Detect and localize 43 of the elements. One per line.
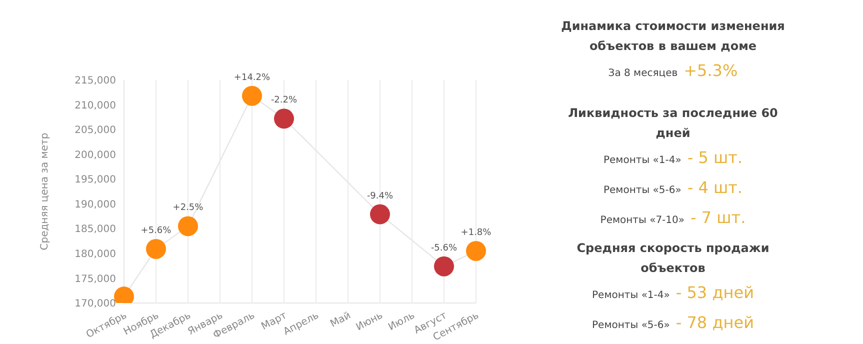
text: Динамика стоимости изменения объектов в вашем доме: [560, 18, 786, 55]
text: +5.3%: [684, 61, 738, 80]
text: Средняя скорость продажи объектов: [576, 240, 770, 277]
y-tick-label: 170,000: [74, 298, 116, 310]
y-tick-label: 200,000: [74, 150, 116, 161]
annotation: +5.6%: [140, 226, 172, 236]
text: - 4 шт.: [687, 178, 743, 197]
point: [370, 204, 390, 224]
text: - 7 шт.: [690, 208, 746, 227]
y-tick-label: 180,000: [74, 248, 116, 260]
y-axis-title: Средняя цена за метр: [40, 132, 51, 250]
y-tick-label: 210,000: [74, 100, 116, 112]
point: [466, 240, 486, 261]
y-tick-label: 215,000: [74, 76, 116, 87]
point: [146, 238, 166, 259]
point: [242, 86, 262, 106]
point: [274, 108, 294, 129]
point: [434, 256, 454, 276]
annotation: +1.8%: [460, 228, 492, 238]
text: - 78 дней: [676, 313, 754, 332]
annotation: +14.2%: [234, 72, 271, 83]
annotation: -2.2%: [270, 96, 298, 106]
x-tick-label: Июль: [386, 310, 417, 334]
x-tick-label: Май: [328, 310, 353, 330]
annotation: -9.4%: [366, 191, 394, 202]
annotation: -5.6%: [430, 243, 458, 254]
point: [178, 216, 198, 236]
y-tick-label: 190,000: [74, 199, 116, 210]
y-tick-label: 185,000: [74, 224, 116, 236]
text: Ремонты «5-6»: [603, 185, 682, 196]
y-tick-label: 205,000: [74, 125, 116, 136]
text: Ликвидность за последние 60 дней: [567, 105, 779, 142]
text: Ремонты «1-4»: [592, 290, 670, 301]
y-tick-label: 195,000: [74, 174, 116, 186]
x-tick-label: Июнь: [354, 310, 385, 334]
text: За 8 месяцев: [608, 68, 678, 79]
text: Ремонты «1-4»: [603, 155, 682, 166]
text: Ремонты «7-10»: [600, 215, 685, 226]
text: - 5 шт.: [687, 148, 743, 167]
y-tick-label: 175,000: [74, 274, 116, 285]
text: Ремонты «5-6»: [592, 320, 670, 331]
annotation: +2.5%: [172, 203, 204, 214]
text: - 53 дней: [676, 283, 754, 302]
